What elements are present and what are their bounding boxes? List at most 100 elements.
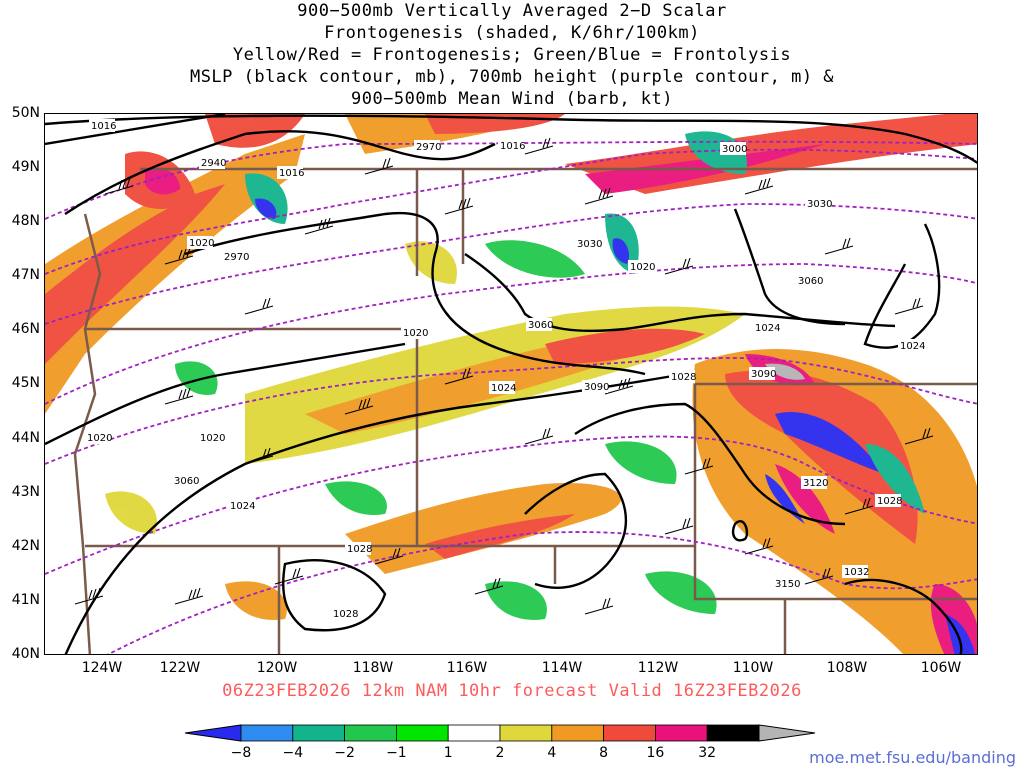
height-label: 3030 [805, 197, 832, 210]
svg-text:3060: 3060 [528, 320, 553, 331]
colorbar-cell [292, 724, 345, 742]
svg-text:1020: 1020 [200, 433, 225, 444]
height-label: 3060 [526, 318, 553, 331]
lat-label: 44N [11, 430, 40, 446]
colorbar [184, 724, 816, 742]
lon-label: 110W [732, 660, 774, 676]
colorbar-label: 32 [698, 745, 717, 761]
mslp-label: 1020 [198, 431, 225, 444]
svg-text:2970: 2970 [416, 142, 441, 153]
lon-label: 112W [637, 660, 679, 676]
height-label: 3030 [575, 237, 602, 250]
mslp-label: 1016 [498, 139, 525, 152]
svg-text:3030: 3030 [807, 199, 832, 210]
map-canvas: 1016 1016 1016 1020 1020 1020 1020 1020 … [45, 114, 977, 654]
mslp-label: 1028 [875, 494, 902, 507]
lon-label: 106W [920, 660, 962, 676]
svg-text:1028: 1028 [347, 544, 372, 555]
svg-text:1024: 1024 [900, 341, 925, 352]
colorbar-label: 16 [646, 745, 665, 761]
svg-text:3090: 3090 [584, 382, 609, 393]
colorbar-label: −8 [230, 745, 252, 761]
svg-text:3060: 3060 [174, 476, 199, 487]
frontogenesis-map: 1016 1016 1016 1020 1020 1020 1020 1020 … [44, 113, 978, 655]
svg-text:1028: 1028 [333, 609, 358, 620]
height-label: 3060 [172, 474, 199, 487]
mslp-label: 1032 [842, 565, 869, 578]
mslp-label: 1016 [89, 119, 116, 132]
height-label: 3150 [773, 577, 800, 590]
height-label: 3090 [582, 380, 609, 393]
svg-text:1028: 1028 [877, 496, 902, 507]
mslp-label: 1024 [753, 321, 780, 334]
height-label: 3090 [749, 367, 776, 380]
colorbar-cell [240, 724, 294, 742]
colorbar-label: −2 [334, 745, 355, 761]
colorbar-cell [706, 724, 760, 742]
lat-label: 43N [11, 484, 40, 500]
lat-label: 46N [11, 321, 40, 337]
lon-label: 114W [541, 660, 583, 676]
mslp-label: 1028 [331, 607, 358, 620]
mslp-labels: 1016 1016 1016 1020 1020 1020 1020 1020 … [85, 119, 925, 620]
lon-label: 118W [352, 660, 394, 676]
colorbar-label: 1 [443, 745, 453, 761]
colorbar-cell [603, 724, 656, 742]
colorbar-label: −1 [386, 745, 407, 761]
height-label: 3060 [796, 274, 823, 287]
colorbar-label: 2 [495, 745, 505, 761]
svg-text:1024: 1024 [230, 501, 255, 512]
wind-barbs [74, 137, 934, 615]
svg-text:1020: 1020 [403, 328, 428, 339]
colorbar-arrow-right [758, 724, 816, 742]
lon-label: 122W [159, 660, 201, 676]
state-borders [73, 167, 977, 654]
lat-label: 50N [11, 105, 40, 121]
svg-text:1016: 1016 [279, 168, 304, 179]
lat-label: 40N [11, 646, 40, 662]
lat-label: 48N [11, 213, 40, 229]
svg-text:2940: 2940 [201, 158, 226, 169]
height-label: 2970 [222, 250, 249, 263]
colorbar-arrow-left [184, 724, 242, 742]
mslp-label: 1024 [489, 381, 516, 394]
svg-text:3030: 3030 [577, 239, 602, 250]
lat-label: 42N [11, 538, 40, 554]
svg-text:3120: 3120 [803, 478, 828, 489]
title-line-5: 900−500mb Mean Wind (barb, kt) [350, 89, 674, 109]
mslp-label: 1028 [669, 370, 696, 383]
svg-text:3060: 3060 [798, 276, 823, 287]
lon-label: 108W [826, 660, 868, 676]
height-label: 3120 [801, 476, 828, 489]
model-run-label: 06Z23FEB2026 12km NAM 10hr forecast Vali… [222, 681, 802, 701]
mslp-label: 1020 [628, 260, 655, 273]
height-label: 3000 [720, 142, 747, 155]
title-line-1: 900−500mb Vertically Averaged 2−D Scalar [297, 1, 727, 21]
colorbar-cell [344, 724, 397, 742]
colorbar-cell [551, 724, 604, 742]
svg-text:1020: 1020 [189, 238, 214, 249]
svg-text:2970: 2970 [224, 252, 249, 263]
svg-text:1020: 1020 [630, 262, 655, 273]
title-line-3: Yellow/Red = Frontogenesis; Green/Blue =… [232, 45, 792, 65]
colorbar-label: 8 [599, 745, 609, 761]
lat-label: 49N [11, 159, 40, 175]
colorbar-cell [447, 724, 501, 742]
title-line-4: MSLP (black contour, mb), 700mb height (… [189, 67, 835, 87]
mslp-label: 1024 [898, 339, 925, 352]
svg-text:1016: 1016 [500, 141, 525, 152]
website-label: moe.met.fsu.edu/banding [809, 748, 1016, 767]
svg-text:3090: 3090 [751, 369, 776, 380]
svg-text:3000: 3000 [722, 144, 747, 155]
height-label: 2970 [414, 140, 441, 153]
colorbar-label: 4 [547, 745, 557, 761]
colorbar-cell [395, 724, 449, 742]
lon-label: 124W [81, 660, 123, 676]
lat-label: 41N [11, 592, 40, 608]
svg-text:1032: 1032 [844, 567, 869, 578]
svg-text:1016: 1016 [91, 121, 116, 132]
mslp-label: 1020 [187, 236, 214, 249]
svg-text:3150: 3150 [775, 579, 800, 590]
title-line-2: Frontogenesis (shaded, K/6hr/100km) [324, 23, 700, 43]
colorbar-cell [499, 724, 553, 742]
